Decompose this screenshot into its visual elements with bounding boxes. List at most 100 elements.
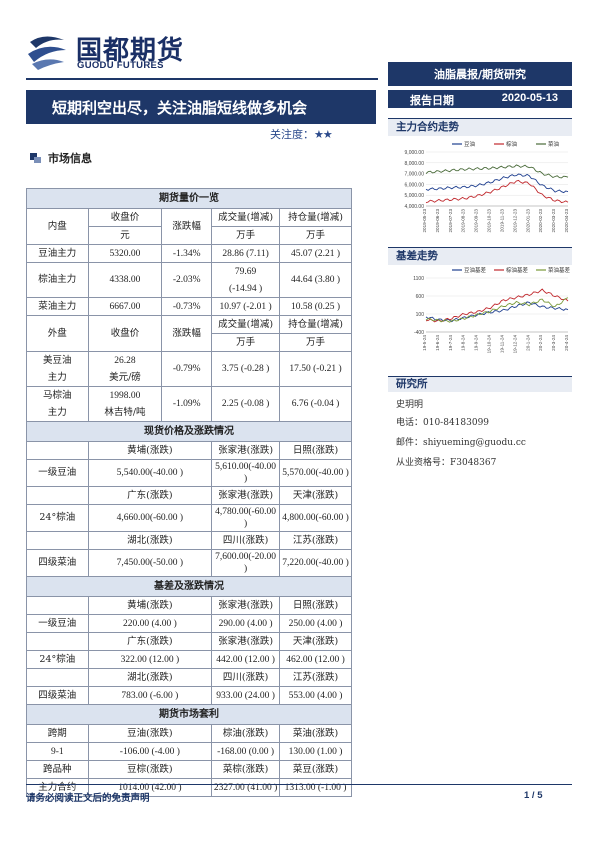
basis-header: 江苏(涨跌) (279, 668, 352, 687)
col-foreign: 外盘 (26, 315, 89, 352)
col-volume-unit: 万手 (211, 226, 281, 245)
star-icon: ★★ (314, 128, 333, 141)
table-row: 马棕油 1998.00 -1.09% 2.25 (-0.08 ) 6.76 (-… (26, 386, 352, 422)
cell-oi: 44.64 (3.80 ) (279, 262, 352, 298)
x-tick-label: 20-3-24 (551, 335, 556, 351)
analyst-email: 邮件：shiyueming@guodu.cc (396, 438, 526, 448)
cell-value: 4,780.00(-60.00 ) (211, 504, 281, 532)
spot-header: 天津(涨跌) (279, 486, 352, 505)
cell-close-unit: 林吉特/吨 (87, 404, 163, 422)
cell-change: -1.09% (161, 386, 213, 422)
cell-volume: 3.75 (-0.28 ) (211, 351, 281, 387)
arb-header: 菜油(涨跌) (279, 724, 352, 743)
table-row: 主力合约 1014.00 (42.00 ) 2327.00 (41.00 ) 1313… (26, 778, 352, 797)
row-name: 24°棕油 (26, 650, 89, 669)
logo-english: GUODU FUTURES (77, 60, 164, 71)
y-tick-label: 1100 (413, 276, 424, 282)
cell-close: 6667.00 (87, 297, 163, 316)
header-divider (26, 78, 378, 80)
series-line-3 (425, 164, 569, 179)
cell-value: 7,450.00(-50.00 ) (87, 549, 213, 577)
cell-change: -0.73% (161, 297, 213, 316)
research-title: 研究所 (388, 376, 572, 392)
analyst-phone: 电话：010-84183099 (396, 418, 490, 428)
y-tick-label: 100 (416, 312, 425, 318)
basis-header: 湖北(涨跌) (87, 668, 213, 687)
legend-label: 棕油 (506, 140, 518, 148)
x-tick-label: 2019-09-23 (474, 209, 479, 233)
x-tick-label: 2020-03-23 (551, 209, 556, 233)
guodu-logo-icon (28, 36, 66, 70)
row-name: 四级菜油 (26, 549, 89, 577)
y-tick-label: 4,000.00 (405, 204, 425, 210)
series-line-2 (425, 288, 569, 323)
cell-oi: 17.50 (-0.21 ) (279, 351, 352, 387)
col-close-unit: 元 (87, 226, 163, 245)
col-oi-unit: 万手 (279, 226, 352, 245)
x-tick-label: 20-2-24 (538, 335, 543, 351)
report-category: 油脂晨报/期货研究 (388, 62, 572, 86)
y-tick-label: 600 (416, 294, 425, 300)
cell-value: 4,800.00(-60.00 ) (279, 504, 352, 532)
table-row: 豆油主力 5320.00 -1.34% 28.86 (7.11) 45.07 (… (26, 244, 352, 263)
cell-value: -106.00 (-4.00 ) (87, 742, 213, 761)
cell-close: 4338.00 (87, 262, 163, 298)
cell-change: -2.03% (161, 262, 213, 298)
cell-close-unit: 美元/磅 (87, 369, 163, 387)
cell-value: 322.00 (12.00 ) (87, 650, 213, 669)
y-tick-label: 5,000.00 (405, 193, 425, 199)
x-tick-label: 2020-01-23 (525, 209, 530, 233)
col-volume: 成交量(增减) (211, 315, 281, 334)
legend-label: 菜油 (548, 140, 560, 148)
spot-header: 张家港(涨跌) (211, 486, 281, 505)
col-oi: 持仓量(增减) (279, 208, 352, 227)
col-volume: 成交量(增减) (211, 208, 281, 227)
col-change: 涨跌幅 (161, 315, 213, 352)
arb-header: 跨品种 (26, 760, 89, 779)
spot-header: 广东(涨跌) (87, 486, 213, 505)
arbitrage-title: 期货市场套利 (26, 704, 352, 725)
cell-change: -1.34% (161, 244, 213, 263)
x-tick-label: 2019-10-23 (487, 209, 492, 233)
focus-rating: 关注度：★★ (270, 126, 333, 142)
col-close: 收盘价 (87, 315, 163, 352)
cell-volume: 10.97 (-2.01 ) (211, 297, 281, 316)
table-row: 24°棕油 4,660.00(-60.00 ) 4,780.00(-60.00 ) 4… (26, 504, 352, 532)
arb-header: 跨期 (26, 724, 89, 743)
y-tick-label: 7,000.00 (405, 172, 425, 178)
x-tick-label: 19-12-24 (512, 335, 517, 354)
basis-header: 张家港(涨跌) (211, 632, 281, 651)
x-tick-label: 19-11-24 (499, 335, 504, 353)
cell-value: 7,220.00(-40.00 ) (279, 549, 352, 577)
row-name-line2: 主力 (26, 404, 89, 422)
col-change: 涨跌幅 (161, 208, 213, 245)
cell-value: 290.00 (4.00 ) (211, 614, 281, 633)
x-tick-label: 2020-02-23 (538, 209, 543, 233)
table-row: 一级豆油 220.00 (4.00 ) 290.00 (4.00 ) 250.00 (… (26, 614, 352, 633)
table-row: 24°棕油 322.00 (12.00 ) 442.00 (12.00 ) 462.0… (26, 650, 352, 669)
report-date-bar: 报告日期 2020-05-13 (388, 90, 572, 108)
row-name: 一级豆油 (26, 614, 89, 633)
row-name: 四级菜油 (26, 686, 89, 705)
basis-header: 天津(涨跌) (279, 632, 352, 651)
arb-header: 菜棕(涨跌) (211, 760, 281, 779)
analyst-cert: 从业资格号：F3048367 (396, 458, 497, 468)
table-row: 棕油主力 4338.00 -2.03% 79.69 44.64 (3.80 ) (26, 262, 352, 298)
spot-header: 江苏(涨跌) (279, 531, 352, 550)
cell-value: 5,570.00(-40.00 ) (279, 459, 352, 487)
basis-title: 基差及涨跌情况 (26, 576, 352, 597)
analyst-name: 史玥明 (396, 400, 424, 410)
table-row: 四级菜油 783.00 (-6.00 ) 933.00 (24.00 ) 553.00… (26, 686, 352, 705)
row-name: 棕油主力 (26, 262, 89, 298)
x-tick-label: 20-1-24 (525, 335, 530, 351)
cell-value: 933.00 (24.00 ) (211, 686, 281, 705)
section-market-info: 市场信息 (30, 150, 92, 166)
page-number: 1 / 5 (524, 790, 543, 801)
section-title: 市场信息 (48, 152, 92, 165)
market-table: 期货量价一览 内盘 收盘价 涨跌幅 成交量(增减) 持仓量(增减) 元 万手 万… (26, 188, 352, 797)
col-oi-unit: 万手 (279, 333, 352, 352)
spot-header: 张家港(涨跌) (211, 441, 281, 460)
main-contract-trend-chart: 9,000.00 8,000.00 7,000.00 6,000.00 5,000.00… (405, 140, 569, 233)
cell-volume: 79.69 (211, 262, 281, 280)
cell-value: 553.00 (4.00 ) (279, 686, 352, 705)
